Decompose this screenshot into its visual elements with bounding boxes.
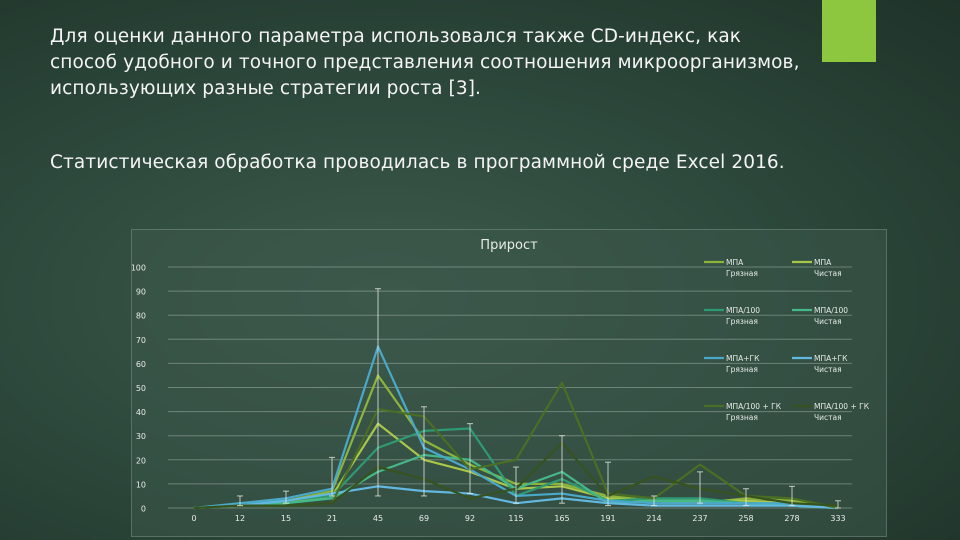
- x-tick-label: 278: [784, 514, 799, 523]
- x-tick-label: 69: [419, 514, 429, 523]
- x-tick-label: 15: [281, 514, 291, 523]
- legend-label: МПА/100 + ГК: [726, 402, 782, 411]
- legend-label: Грязная: [726, 317, 758, 326]
- x-tick-label: 237: [692, 514, 707, 523]
- legend-label: Чистая: [814, 269, 842, 278]
- x-tick-label: 92: [465, 514, 475, 523]
- legend-label: Грязная: [726, 413, 758, 422]
- chart-title: Прирост: [480, 238, 538, 253]
- legend-label: Чистая: [814, 365, 842, 374]
- legend-label: Грязная: [726, 365, 758, 374]
- x-tick-label: 333: [830, 514, 845, 523]
- legend-label: МПА: [726, 258, 744, 267]
- y-tick-label: 70: [136, 336, 146, 345]
- x-tick-label: 165: [554, 514, 569, 523]
- paragraph-cd-index: Для оценки данного параметра использовал…: [50, 26, 800, 99]
- y-tick-label: 80: [136, 312, 146, 321]
- legend-label: МПА/100: [726, 306, 760, 315]
- y-tick-label: 50: [136, 384, 146, 393]
- y-tick-label: 20: [136, 456, 146, 465]
- legend-label: МПА: [814, 258, 832, 267]
- x-tick-label: 45: [373, 514, 383, 523]
- x-tick-label: 115: [508, 514, 523, 523]
- paragraph-statistics: Статистическая обработка проводилась в п…: [50, 152, 785, 173]
- x-tick-label: 12: [235, 514, 245, 523]
- x-tick-label: 258: [738, 514, 753, 523]
- y-tick-label: 60: [136, 360, 146, 369]
- legend-label: МПА/100 + ГК: [814, 402, 870, 411]
- y-tick-label: 30: [136, 432, 146, 441]
- x-tick-label: 191: [600, 514, 615, 523]
- chart-growth: Прирост 0 10 20 30 40 50 60 70 80 90 100 0 12 15 21 45 6…: [131, 229, 887, 537]
- accent-bar: [822, 0, 876, 62]
- legend-label: МПА+ГК: [814, 354, 848, 363]
- y-tick-label: 40: [136, 408, 146, 417]
- legend-label: Чистая: [814, 317, 842, 326]
- y-tick-label: 0: [141, 505, 146, 514]
- y-tick-label: 10: [136, 480, 146, 489]
- legend-label: МПА/100: [814, 306, 848, 315]
- x-tick-label: 21: [327, 514, 337, 523]
- y-tick-label: 100: [132, 264, 146, 273]
- x-tick-label: 214: [646, 514, 661, 523]
- x-tick-label: 0: [191, 514, 196, 523]
- legend-label: Чистая: [814, 413, 842, 422]
- legend-label: МПА+ГК: [726, 354, 760, 363]
- y-tick-label: 90: [136, 288, 146, 297]
- chart-svg: 0 10 20 30 40 50 60 70 80 90 100 0 12 15 21 45 69 92 115 16…: [132, 258, 870, 523]
- legend-label: Грязная: [726, 269, 758, 278]
